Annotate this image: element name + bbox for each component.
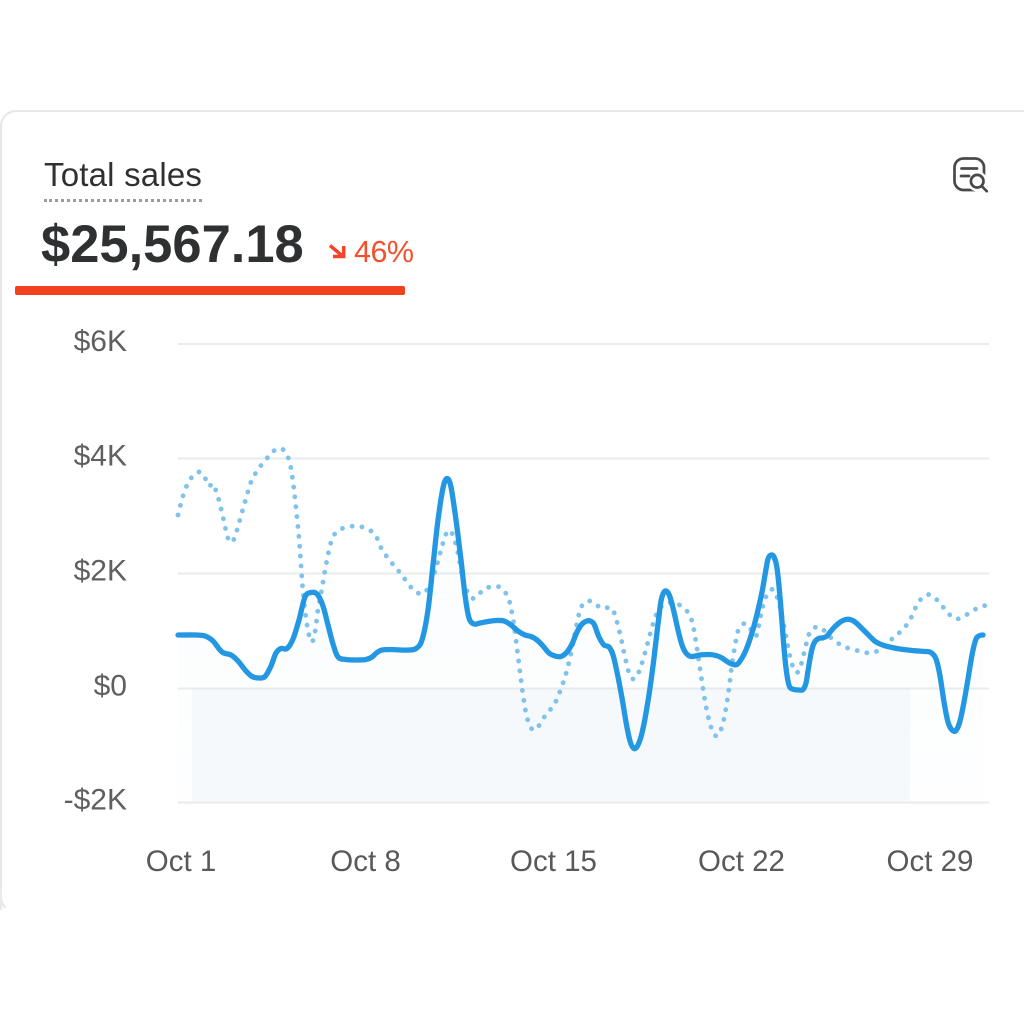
- svg-text:Oct 8: Oct 8: [330, 845, 401, 878]
- svg-text:Oct 22: Oct 22: [698, 845, 785, 878]
- svg-text:$6K: $6K: [74, 325, 127, 358]
- svg-text:$0: $0: [94, 670, 127, 703]
- svg-text:$4K: $4K: [74, 440, 127, 473]
- svg-text:Oct 29: Oct 29: [887, 845, 974, 878]
- svg-text:-$2K: -$2K: [64, 784, 127, 817]
- svg-text:$2K: $2K: [74, 555, 127, 588]
- svg-text:Oct 1: Oct 1: [146, 845, 217, 878]
- svg-text:Oct 15: Oct 15: [510, 845, 597, 878]
